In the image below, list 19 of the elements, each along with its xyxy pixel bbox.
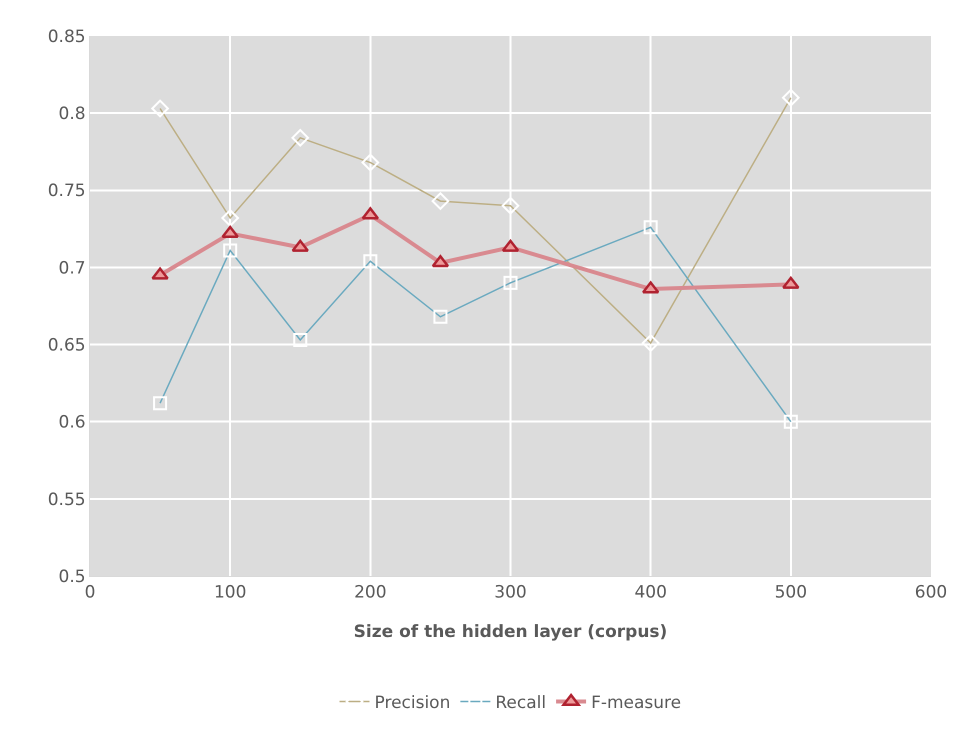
y-tick-label: 0.65 xyxy=(48,336,86,356)
legend-label: Recall xyxy=(495,693,546,714)
y-tick-label: 0.6 xyxy=(58,412,86,433)
y-tick-label: 0.85 xyxy=(48,26,86,47)
x-tick-label: 100 xyxy=(214,582,246,602)
x-tick-label: 300 xyxy=(494,582,527,602)
y-tick-label: 0.55 xyxy=(48,490,86,510)
x-tick-label: 600 xyxy=(914,582,948,602)
legend-label: F-measure xyxy=(591,693,682,714)
y-tick-label: 0.75 xyxy=(48,181,86,202)
y-tick-label: 0.5 xyxy=(58,566,86,587)
y-tick-label: 0.8 xyxy=(58,104,86,124)
x-tick-label: 0 xyxy=(84,582,96,602)
x-tick-label: 200 xyxy=(354,582,387,602)
x-axis-title: Size of the hidden layer (corpus) xyxy=(354,622,668,642)
legend-label: Precision xyxy=(374,693,450,714)
x-tick-label: 400 xyxy=(634,582,667,602)
y-tick-label: 0.7 xyxy=(58,258,86,278)
x-tick-label: 500 xyxy=(774,582,808,602)
